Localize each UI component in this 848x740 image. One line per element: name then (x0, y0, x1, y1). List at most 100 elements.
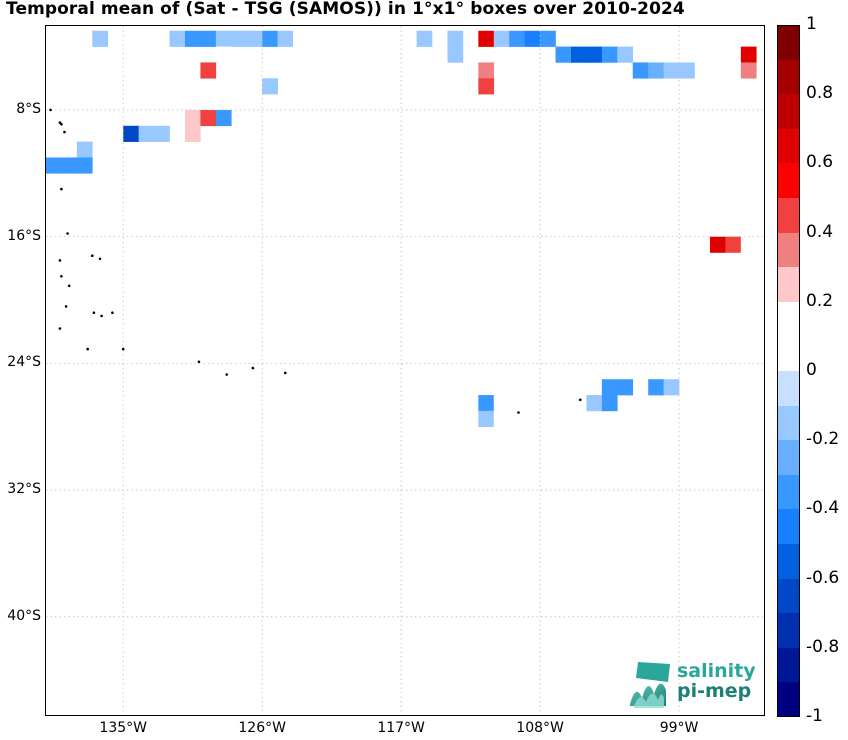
colorbar-tick-label: 0 (806, 360, 817, 380)
island-marker (100, 314, 103, 318)
data-cell (509, 30, 525, 47)
data-cell (617, 46, 634, 63)
latitude-label: 16°S (7, 227, 41, 244)
data-cell (663, 379, 680, 396)
latitude-label: 40°S (7, 607, 41, 624)
data-cell (277, 30, 294, 47)
data-cell (138, 125, 155, 142)
data-cell (123, 125, 139, 142)
data-cell (231, 62, 248, 79)
longitude-label: 126°W (238, 720, 286, 736)
data-cell (586, 395, 603, 412)
data-cell (215, 30, 232, 47)
colorbar-segment (777, 647, 800, 683)
data-cell (215, 109, 232, 127)
data-cell (601, 46, 618, 63)
data-cell (416, 30, 433, 47)
island-marker (111, 311, 114, 315)
colorbar-segment (777, 163, 800, 199)
data-cell (293, 30, 309, 47)
colorbar-segment (777, 578, 800, 614)
data-cell (740, 46, 757, 63)
longitude-label: 117°W (377, 720, 425, 736)
data-cell (648, 62, 664, 79)
island-marker (66, 232, 69, 235)
longitude-label: 108°W (516, 720, 564, 736)
data-cell (740, 30, 757, 47)
data-cell (246, 30, 263, 47)
data-cell (184, 109, 201, 127)
colorbar-tick-label: -0.6 (806, 567, 840, 588)
data-cell (231, 30, 248, 47)
data-cell (215, 46, 232, 63)
colorbar-segment (777, 94, 800, 130)
colorbar-segment (777, 128, 800, 164)
data-cell (246, 94, 263, 111)
colorbar-segment (777, 59, 800, 95)
data-cell (663, 62, 680, 79)
data-cell (478, 62, 495, 79)
colorbar-tick-label: 0.2 (806, 290, 834, 311)
island-marker (60, 122, 63, 126)
latitude-label: 32°S (7, 481, 41, 498)
data-cell (154, 125, 170, 142)
colorbar-segment (777, 232, 800, 268)
colorbar-tick-label: -0.4 (806, 498, 840, 519)
island-marker (517, 411, 520, 414)
data-cell (493, 395, 510, 412)
data-cell (447, 46, 464, 63)
island-marker (251, 366, 255, 370)
colorbar-segment (777, 613, 800, 649)
colorbar-segment (777, 509, 800, 545)
colorbar-tick-label: 0.4 (806, 221, 834, 242)
island-marker (58, 259, 62, 262)
colorbar-segment (777, 336, 800, 372)
island-marker (284, 371, 287, 375)
data-cell (740, 236, 757, 253)
data-cell (740, 252, 757, 269)
data-cell (200, 109, 217, 127)
data-cell (524, 30, 541, 47)
colorbar-tick-label: 0.6 (806, 152, 834, 173)
colorbar-segment (777, 405, 800, 441)
island-marker (58, 327, 62, 330)
colorbar-segment (777, 682, 800, 718)
data-cell (92, 30, 109, 47)
data-cell (586, 46, 603, 63)
map-canvas (46, 26, 764, 715)
island-marker (579, 398, 582, 402)
data-cell (725, 236, 742, 253)
colorbar-tick-label: -0.8 (806, 636, 840, 657)
island-marker (49, 108, 52, 112)
colorbar-tick-label: -0.2 (806, 429, 840, 450)
data-cell (262, 78, 278, 95)
latitude-label: 24°S (7, 354, 41, 371)
latitude-label: 8°S (16, 100, 41, 117)
colorbar-segment (777, 301, 800, 337)
data-cell (184, 30, 201, 47)
colorbar-segment (777, 544, 800, 580)
data-cell (61, 157, 78, 174)
longitude-label: 135°W (99, 720, 147, 736)
colorbar-segment (777, 198, 800, 234)
data-cell (740, 62, 757, 79)
colorbar (777, 25, 800, 718)
colorbar-tick-label: 0.8 (806, 83, 834, 104)
colorbar-segment (777, 25, 800, 61)
data-cell (709, 236, 726, 253)
data-cell (524, 395, 541, 412)
colorbar-tick-label: -1 (806, 706, 823, 726)
island-marker (225, 373, 228, 376)
data-cell (493, 410, 510, 428)
data-cell (200, 62, 217, 79)
data-cell (493, 30, 510, 47)
data-cell (169, 30, 186, 47)
colorbar-segment (777, 267, 800, 303)
data-cell (601, 379, 618, 396)
pi-mep-logo-icon (630, 662, 670, 708)
island-marker (60, 275, 63, 278)
data-cell (555, 46, 572, 63)
data-cell (200, 30, 217, 47)
logo-text-salinity: salinity (677, 660, 756, 682)
data-cell (231, 94, 248, 111)
